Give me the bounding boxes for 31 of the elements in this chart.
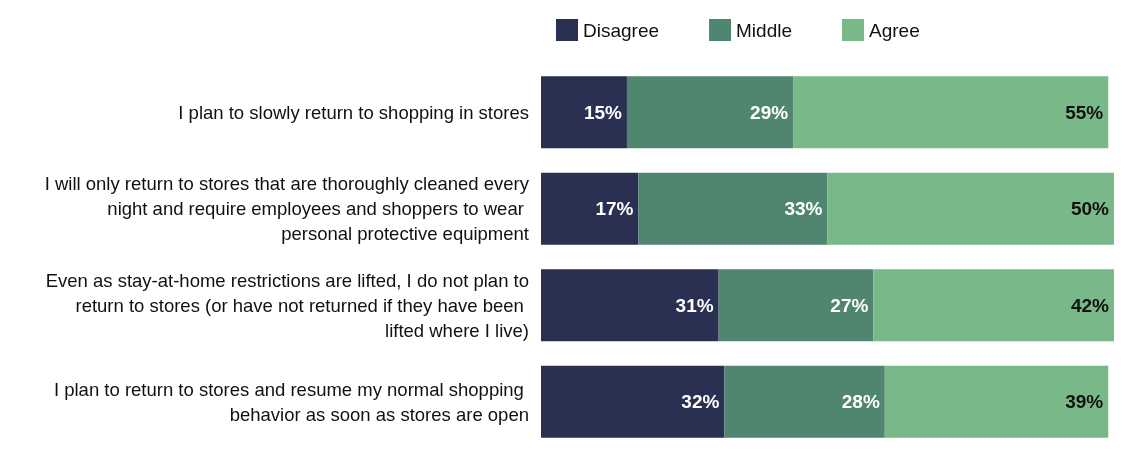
bar bbox=[541, 269, 719, 342]
bar bbox=[884, 365, 1109, 438]
bar bbox=[541, 76, 627, 149]
bar bbox=[541, 172, 639, 245]
bar bbox=[873, 269, 1114, 342]
bar bbox=[718, 269, 874, 342]
data-label: 17% bbox=[595, 198, 634, 220]
y-tick-label: Even as stay-at-home restrictions are lifted, I do not plan to return to stores (or have not returned if they have been lifted where I live) bbox=[45, 269, 529, 341]
legend-label: Disagree bbox=[583, 19, 660, 41]
bar bbox=[626, 76, 794, 149]
bar bbox=[638, 172, 828, 245]
bar bbox=[541, 365, 725, 438]
legend-label: Agree bbox=[869, 19, 920, 41]
y-tick-label: I plan to return to stores and resume my normal shopping behavior as soon as stores are open bbox=[53, 378, 529, 425]
data-label: 39% bbox=[1065, 391, 1104, 413]
data-label: 32% bbox=[681, 391, 720, 413]
y-tick-label: I will only return to stores that are thoroughly cleaned every night and require employees and shoppers to wear personal protective equipment bbox=[44, 173, 530, 245]
bar bbox=[827, 172, 1114, 245]
data-label: 50% bbox=[1070, 198, 1110, 220]
y-tick-label: I plan to slowly return to shopping in stores bbox=[178, 101, 529, 123]
legend-label: Middle bbox=[736, 19, 793, 41]
bar bbox=[724, 365, 885, 438]
data-label: 55% bbox=[1065, 101, 1104, 123]
data-label: 29% bbox=[750, 101, 789, 123]
data-label: 31% bbox=[675, 294, 714, 316]
data-label: 15% bbox=[583, 101, 623, 123]
data-label: 28% bbox=[841, 391, 880, 413]
data-label: 33% bbox=[784, 198, 823, 220]
data-label: 42% bbox=[1070, 294, 1110, 316]
bar bbox=[793, 76, 1109, 149]
data-label: 27% bbox=[830, 294, 869, 316]
